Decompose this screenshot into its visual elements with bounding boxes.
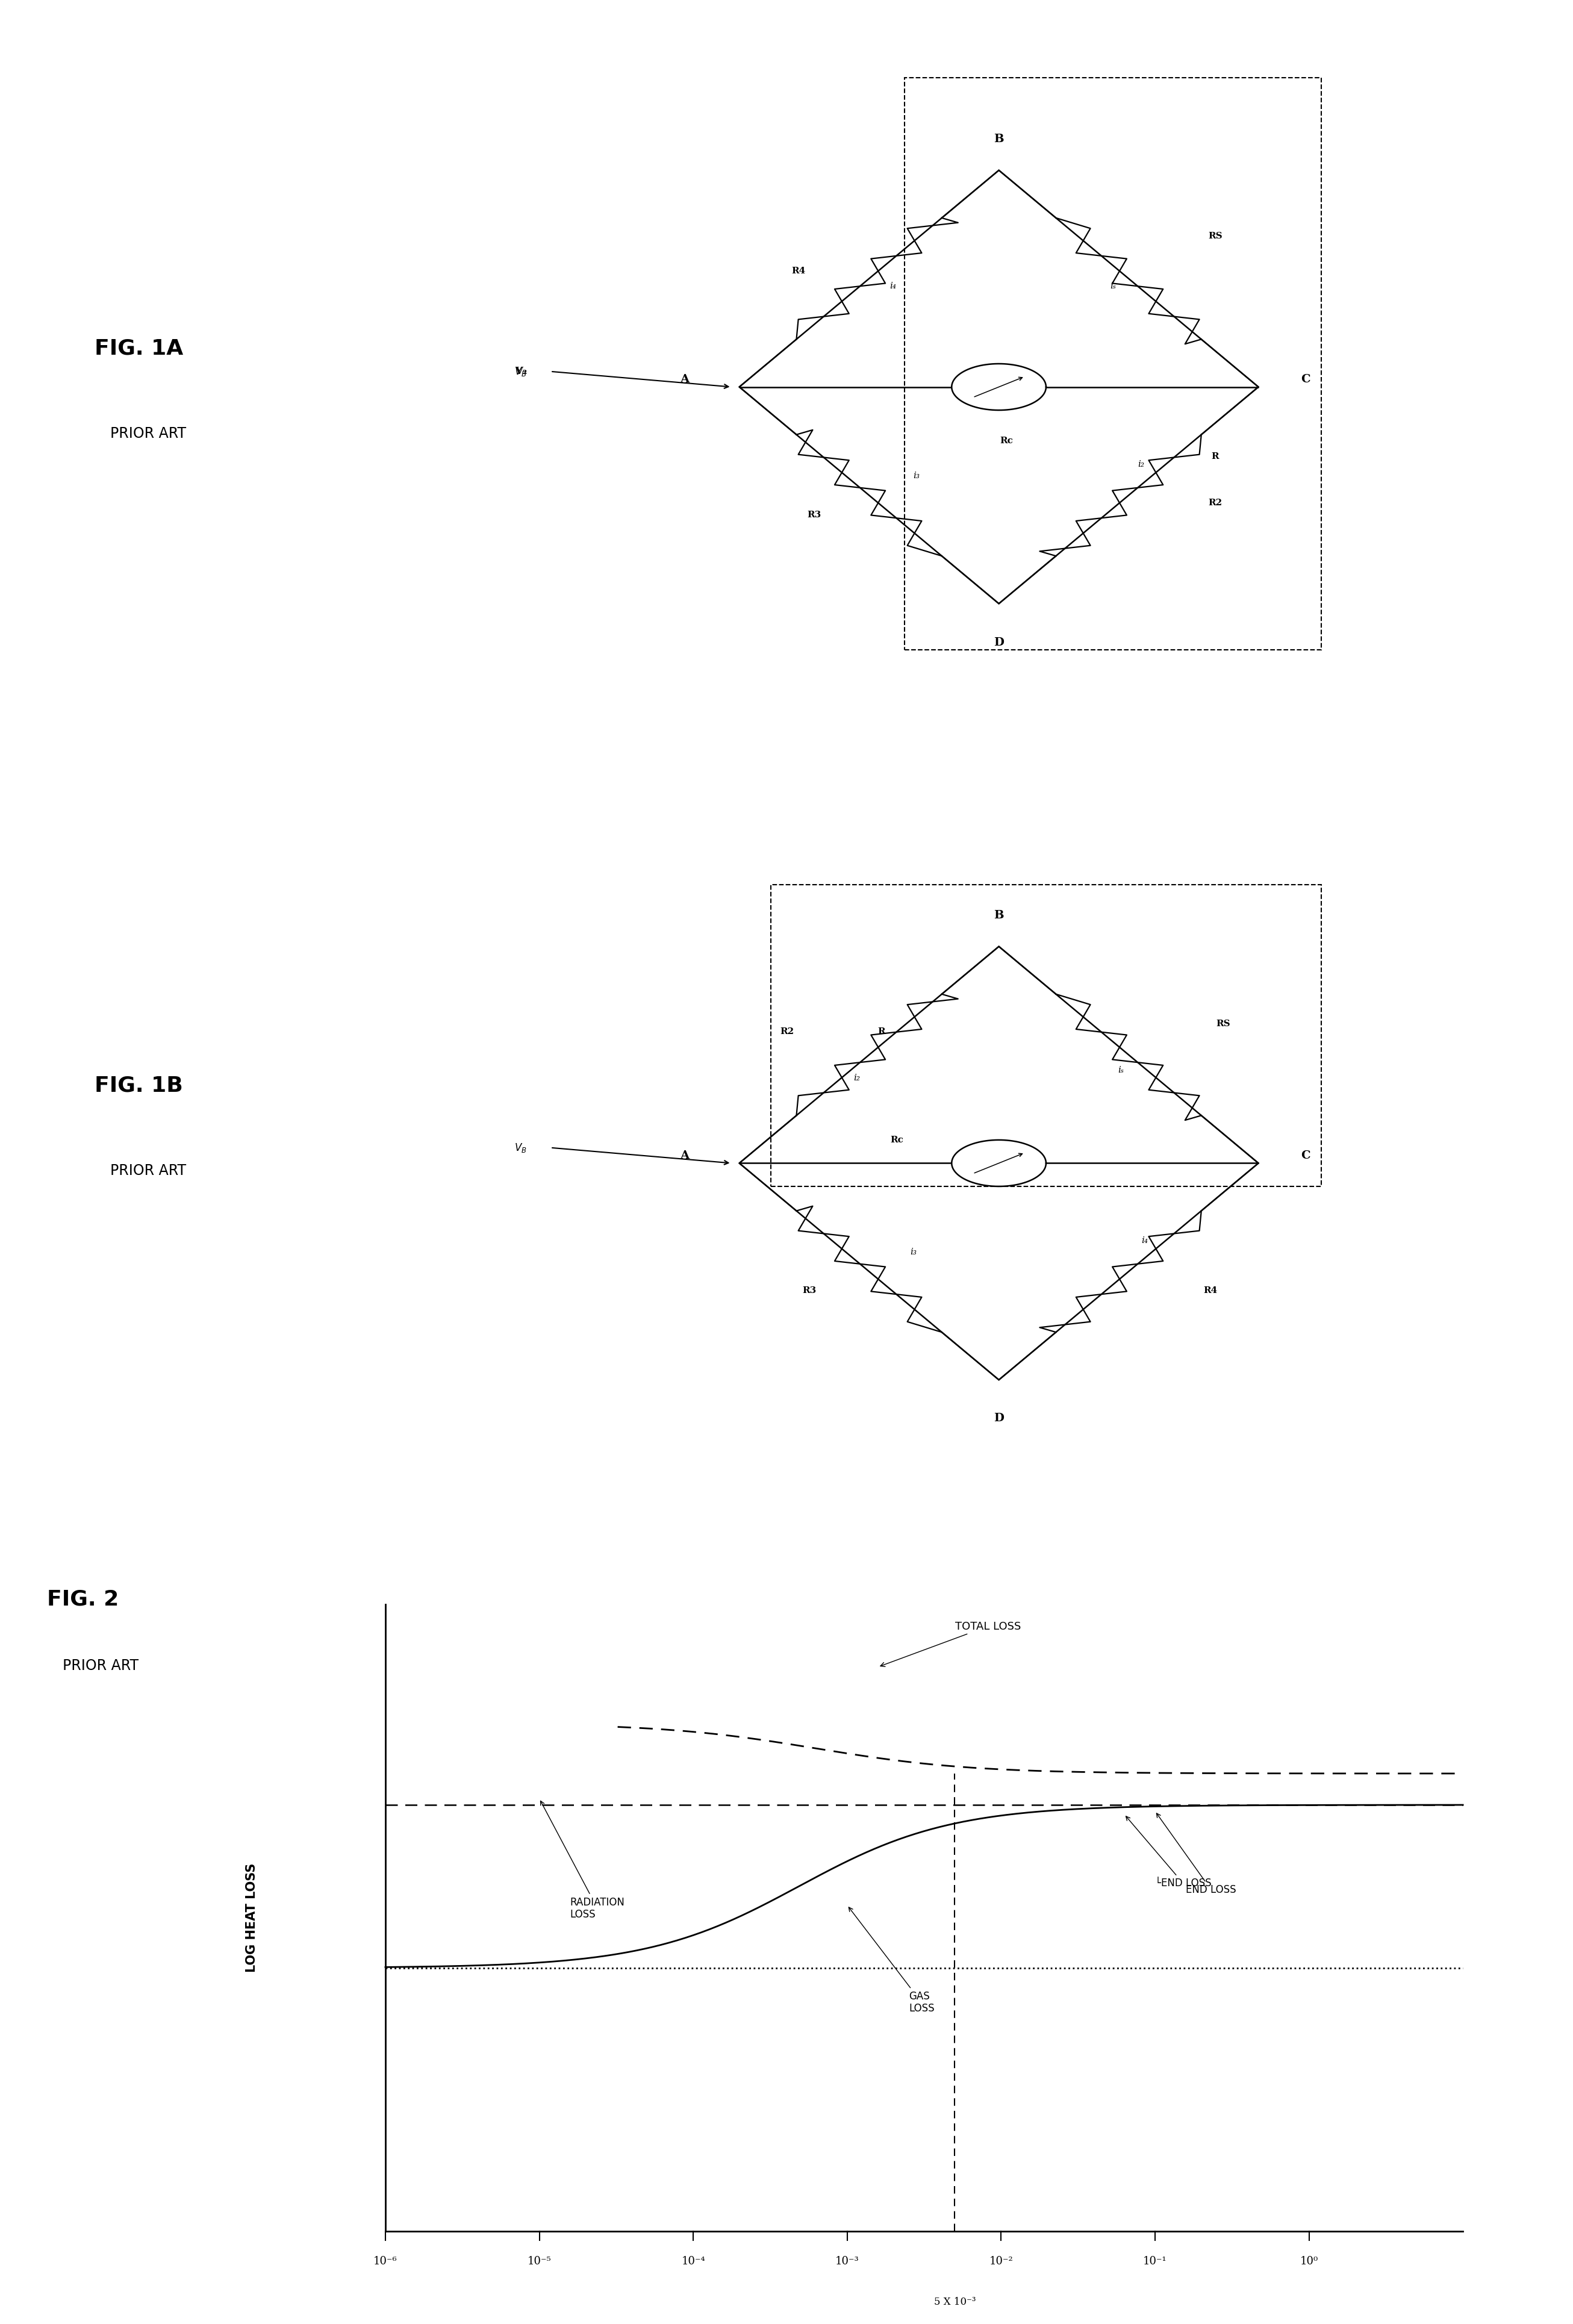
Text: $V_B$: $V_B$ bbox=[514, 365, 527, 376]
Text: R2: R2 bbox=[780, 1027, 794, 1037]
Text: 10⁻⁵: 10⁻⁵ bbox=[527, 2257, 551, 2266]
Text: R: R bbox=[878, 1027, 886, 1037]
Text: RADIATION
LOSS: RADIATION LOSS bbox=[541, 1801, 624, 1920]
Text: i₄: i₄ bbox=[1140, 1236, 1148, 1246]
Text: 10⁻²: 10⁻² bbox=[989, 2257, 1013, 2266]
Text: i₂: i₂ bbox=[1137, 460, 1145, 469]
Text: D: D bbox=[994, 637, 1004, 648]
Text: Rc: Rc bbox=[1000, 437, 1013, 446]
Bar bbox=[771, 885, 1321, 1185]
Text: B: B bbox=[994, 135, 1004, 144]
Text: iₛ: iₛ bbox=[1111, 281, 1115, 290]
Text: FIG. 1A: FIG. 1A bbox=[94, 337, 182, 358]
Text: V₂: V₂ bbox=[514, 367, 527, 376]
Text: $V_B$: $V_B$ bbox=[514, 1141, 527, 1153]
Text: R3: R3 bbox=[807, 511, 821, 518]
Text: 10⁰: 10⁰ bbox=[1299, 2257, 1318, 2266]
Text: A: A bbox=[680, 374, 689, 386]
Text: FIG. 1B: FIG. 1B bbox=[94, 1076, 182, 1097]
Text: iₛ: iₛ bbox=[1118, 1067, 1123, 1074]
Text: GAS
LOSS: GAS LOSS bbox=[849, 1908, 934, 2015]
Text: R2: R2 bbox=[1208, 500, 1222, 507]
Text: 5 X 10⁻³: 5 X 10⁻³ bbox=[934, 2296, 975, 2308]
Text: 10⁻⁴: 10⁻⁴ bbox=[681, 2257, 705, 2266]
Text: C: C bbox=[1301, 1150, 1310, 1162]
Text: LOG HEAT LOSS: LOG HEAT LOSS bbox=[245, 1864, 258, 1973]
Text: PRIOR ART: PRIOR ART bbox=[63, 1659, 138, 1673]
Text: Rc: Rc bbox=[890, 1136, 903, 1143]
Text: PRIOR ART: PRIOR ART bbox=[110, 425, 186, 442]
Text: 10⁻⁶: 10⁻⁶ bbox=[373, 2257, 398, 2266]
Text: 10⁻³: 10⁻³ bbox=[835, 2257, 859, 2266]
Text: R4: R4 bbox=[791, 267, 805, 274]
Text: END LOSS: END LOSS bbox=[1156, 1813, 1236, 1894]
Text: i₂: i₂ bbox=[853, 1074, 860, 1083]
Text: i₄: i₄ bbox=[889, 281, 897, 290]
Text: R4: R4 bbox=[1203, 1287, 1218, 1294]
Text: R3: R3 bbox=[802, 1287, 816, 1294]
Text: D: D bbox=[994, 1413, 1004, 1425]
Text: └END LOSS: └END LOSS bbox=[1126, 1817, 1211, 1889]
Text: B: B bbox=[994, 911, 1004, 920]
Text: i₃: i₃ bbox=[912, 472, 920, 481]
Text: RS: RS bbox=[1208, 232, 1222, 239]
Bar bbox=[904, 77, 1321, 651]
Text: R: R bbox=[1211, 453, 1219, 460]
Text: RS: RS bbox=[1216, 1020, 1230, 1027]
Text: i₃: i₃ bbox=[909, 1248, 917, 1257]
Text: PRIOR ART: PRIOR ART bbox=[110, 1164, 186, 1178]
Text: 10⁻¹: 10⁻¹ bbox=[1144, 2257, 1167, 2266]
Text: FIG. 2: FIG. 2 bbox=[47, 1590, 120, 1608]
Text: TOTAL LOSS: TOTAL LOSS bbox=[881, 1620, 1021, 1666]
Text: C: C bbox=[1301, 374, 1310, 386]
Text: A: A bbox=[680, 1150, 689, 1162]
